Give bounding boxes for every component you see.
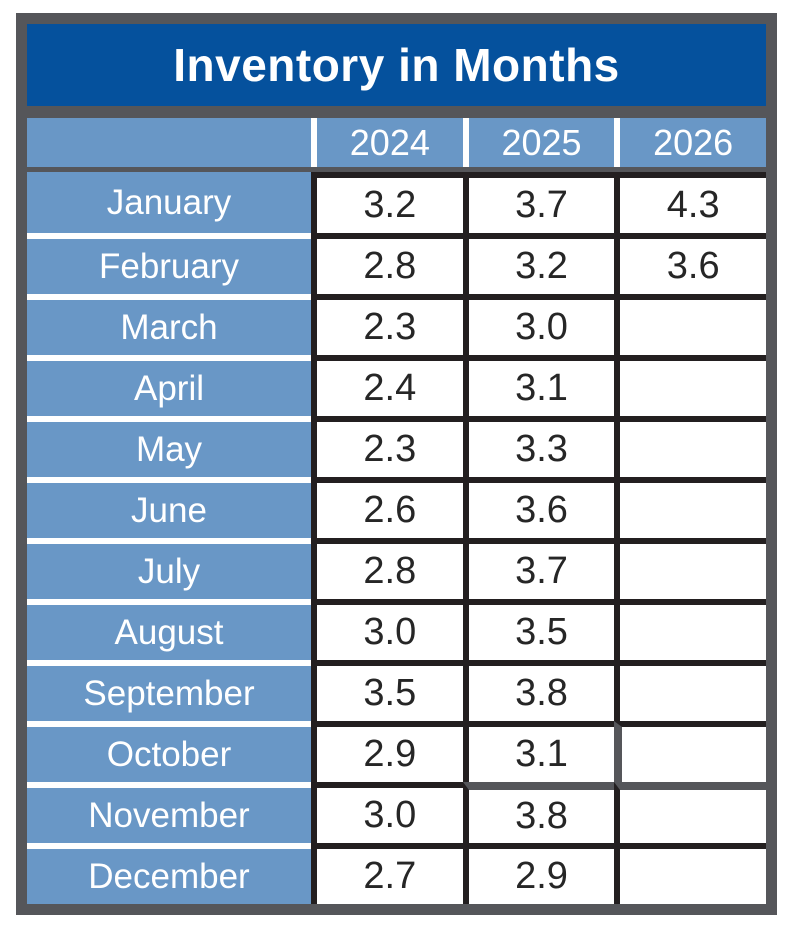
- value-cell: 3.7: [462, 172, 615, 233]
- value-cell: [614, 355, 766, 416]
- table-row-january: January 3.2 3.7 4.3: [27, 172, 766, 233]
- table-frame: Inventory in Months 2024 2025 2026 Janua…: [16, 13, 777, 915]
- value-cell: [614, 599, 766, 660]
- value-cell: 3.0: [462, 294, 615, 355]
- table-row-december: December 2.7 2.9: [27, 843, 766, 904]
- month-label: March: [27, 294, 311, 355]
- value-cell: [614, 843, 766, 904]
- month-label: November: [27, 782, 311, 843]
- table-row-april: April 2.4 3.1: [27, 355, 766, 416]
- value-cell: 3.3: [462, 416, 615, 477]
- value-cell: [614, 660, 766, 721]
- value-cell: 3.8: [462, 660, 615, 721]
- value-cell: [614, 782, 766, 843]
- value-cell: 2.8: [311, 233, 463, 294]
- year-header-row: 2024 2025 2026: [27, 118, 766, 167]
- month-label: January: [27, 172, 311, 233]
- value-cell: 3.6: [462, 477, 615, 538]
- value-cell: 3.6: [614, 233, 766, 294]
- value-cell: 4.3: [614, 172, 766, 233]
- value-cell: 3.1: [462, 721, 615, 782]
- value-cell: 2.6: [311, 477, 463, 538]
- year-header-2024: 2024: [311, 118, 463, 167]
- value-cell: 2.9: [462, 843, 615, 904]
- table-row-september: September 3.5 3.8: [27, 660, 766, 721]
- year-header-2025: 2025: [462, 118, 615, 167]
- value-cell: [614, 477, 766, 538]
- value-cell: 2.4: [311, 355, 463, 416]
- header-separator: [27, 167, 766, 172]
- month-label: August: [27, 599, 311, 660]
- month-header-cell: [27, 118, 311, 167]
- month-label: February: [27, 233, 311, 294]
- value-cell: 2.9: [311, 721, 463, 782]
- month-label: October: [27, 721, 311, 782]
- value-cell: 2.7: [311, 843, 463, 904]
- value-cell: [614, 416, 766, 477]
- year-header-2026: 2026: [614, 118, 766, 167]
- table-title-bar: Inventory in Months: [27, 24, 766, 106]
- table-row-october: October 2.9 3.1: [27, 721, 766, 782]
- month-label: December: [27, 843, 311, 904]
- table-row-march: March 2.3 3.0: [27, 294, 766, 355]
- value-cell: 2.3: [311, 416, 463, 477]
- title-separator: [27, 106, 766, 118]
- month-label: July: [27, 538, 311, 599]
- table-title: Inventory in Months: [173, 39, 620, 91]
- table-row-august: August 3.0 3.5: [27, 599, 766, 660]
- value-cell: 3.1: [462, 355, 615, 416]
- month-label: September: [27, 660, 311, 721]
- value-cell: 3.0: [311, 782, 463, 843]
- month-label: June: [27, 477, 311, 538]
- value-cell: [614, 538, 766, 599]
- value-cell: 3.8: [462, 782, 615, 843]
- value-cell: 2.3: [311, 294, 463, 355]
- value-cell: 3.7: [462, 538, 615, 599]
- value-cell: 3.2: [462, 233, 615, 294]
- value-cell: 3.0: [311, 599, 463, 660]
- table-row-june: June 2.6 3.6: [27, 477, 766, 538]
- value-cell: 3.2: [311, 172, 463, 233]
- table-row-may: May 2.3 3.3: [27, 416, 766, 477]
- value-cell: 3.5: [311, 660, 463, 721]
- value-cell: [614, 721, 766, 782]
- table-row-november: November 3.0 3.8: [27, 782, 766, 843]
- table-row-february: February 2.8 3.2 3.6: [27, 233, 766, 294]
- month-label: April: [27, 355, 311, 416]
- value-cell: [614, 294, 766, 355]
- table-row-july: July 2.8 3.7: [27, 538, 766, 599]
- value-cell: 3.5: [462, 599, 615, 660]
- value-cell: 2.8: [311, 538, 463, 599]
- month-label: May: [27, 416, 311, 477]
